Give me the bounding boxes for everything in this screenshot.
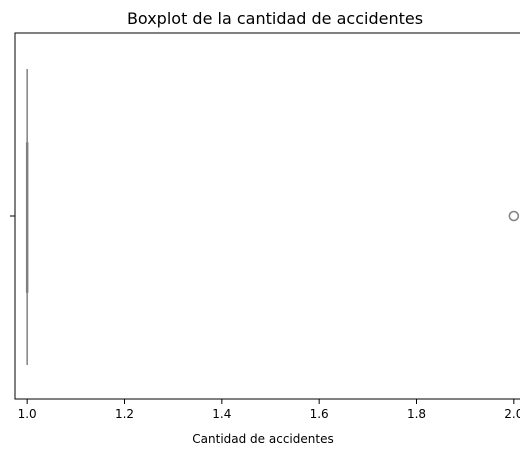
x-tick-label: 1.4: [212, 407, 231, 421]
plot-area-frame: [15, 33, 520, 399]
x-axis-ticks: 1.0 1.2 1.4 1.6 1.8 2.0: [18, 399, 520, 421]
x-tick-label: 1.6: [310, 407, 329, 421]
outlier-point: [509, 212, 518, 221]
x-tick-label: 1.8: [407, 407, 426, 421]
x-tick-label: 2.0: [504, 407, 520, 421]
chart-title: Boxplot de la cantidad de accidentes: [127, 9, 423, 28]
box-plot: [27, 69, 519, 365]
x-tick-label: 1.2: [115, 407, 134, 421]
x-tick-label: 1.0: [18, 407, 37, 421]
x-axis-label: Cantidad de accidentes: [192, 432, 333, 446]
